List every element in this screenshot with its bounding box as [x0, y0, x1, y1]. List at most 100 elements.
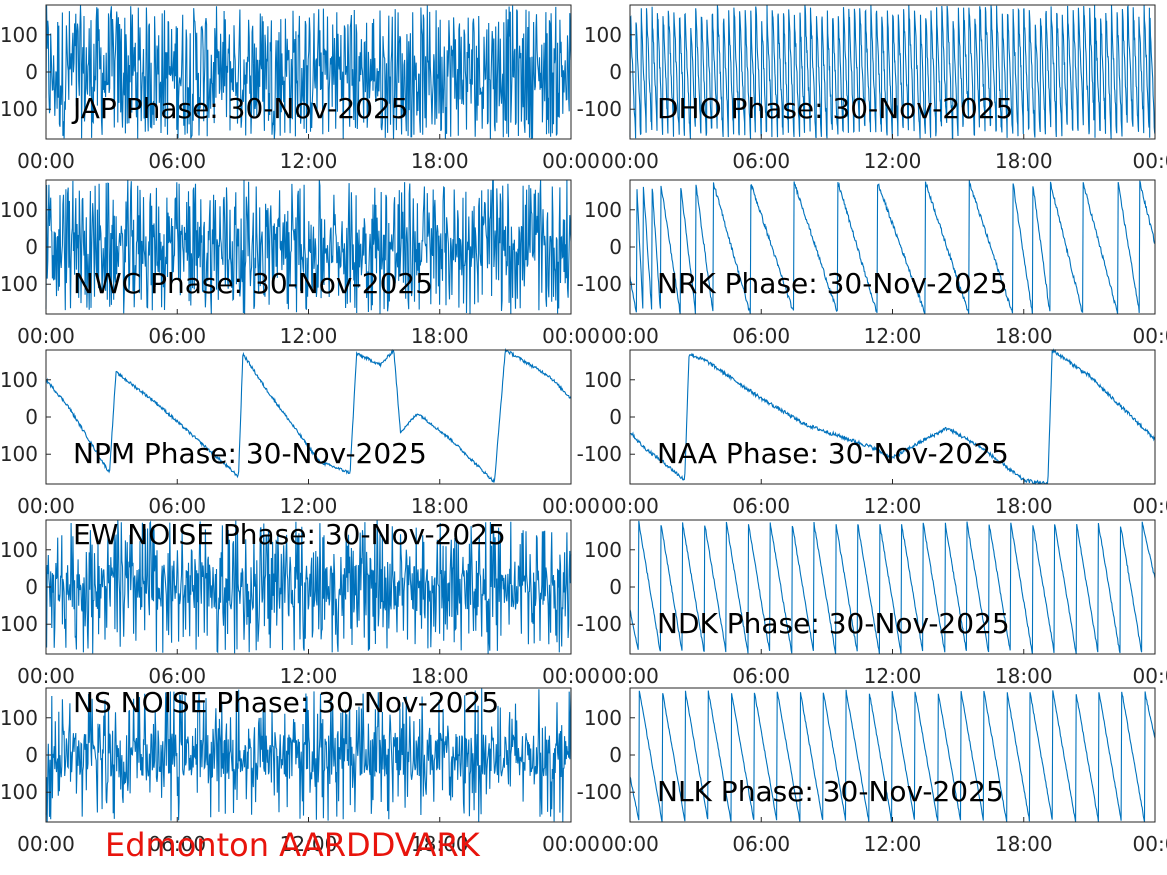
y-tick-label: 100 — [0, 272, 38, 296]
y-tick-label: 0 — [609, 743, 622, 767]
phase-panel-5: 100 0 -100 00:00 06:00 12:00 18:00 00:0 NAA Phas… — [577, 348, 1167, 518]
x-tick-label: 18:00 — [411, 832, 469, 856]
x-tick-label: 12:00 — [280, 664, 338, 688]
x-tick-label: 06:00 — [148, 664, 206, 688]
x-tick-label: 12:00 — [864, 664, 922, 688]
x-tick-label: 06:00 — [148, 324, 206, 348]
y-tick-label: 0 — [25, 575, 38, 599]
x-tick-label: 18:00 — [995, 832, 1053, 856]
x-tick-label: 00:00 — [542, 832, 600, 856]
y-tick-label: 100 — [0, 706, 38, 730]
phase-trace — [45, 5, 572, 139]
x-tick-label: 18:00 — [411, 664, 469, 688]
phase-trace — [45, 520, 572, 654]
y-tick-label: 100 — [584, 198, 622, 222]
x-tick-label: 06:00 — [148, 149, 206, 173]
x-tick-label: 06:00 — [732, 664, 790, 688]
phase-trace — [45, 347, 572, 483]
y-tick-label: 100 — [584, 706, 622, 730]
phase-panel-0: 100 0 100 00:00 06:00 12:00 18:00 00:00 JAP Phas… — [0, 4, 600, 173]
x-tick-label: 18:00 — [411, 324, 469, 348]
y-tick-label: 100 — [0, 198, 38, 222]
x-tick-label: 00:00 — [17, 494, 75, 518]
station-label: Edmonton AARDDVARK — [105, 826, 480, 864]
x-tick-label: 12:00 — [280, 832, 338, 856]
x-tick-label: 00:00 — [542, 664, 600, 688]
panel-title: NAA Phase: 30-Nov-2025 — [657, 437, 1009, 470]
y-tick-label: 0 — [25, 235, 38, 259]
x-tick-label: 00:00 — [542, 324, 600, 348]
x-tick-label: 00:00 — [17, 832, 75, 856]
phase-trace — [629, 348, 1156, 486]
y-tick-label: 100 — [0, 368, 38, 392]
phase-trace — [629, 180, 1156, 315]
x-tick-label: 12:00 — [280, 324, 338, 348]
x-tick-label: 00:00 — [17, 149, 75, 173]
y-tick-label: 0 — [25, 405, 38, 429]
panel-title: NDK Phase: 30-Nov-2025 — [657, 607, 1010, 640]
x-tick-label: 00:00 — [601, 494, 659, 518]
y-tick-label: 0 — [609, 575, 622, 599]
y-tick-label: 100 — [584, 23, 622, 47]
x-tick-label: 12:00 — [864, 324, 922, 348]
x-tick-label: 00:0 — [1133, 324, 1167, 348]
panel-title: NS NOISE Phase: 30-Nov-2025 — [73, 686, 499, 719]
panel-title: DHO Phase: 30-Nov-2025 — [657, 92, 1013, 125]
y-tick-label: -100 — [577, 612, 622, 636]
phase-panel-1: 100 0 -100 00:00 06:00 12:00 18:00 00:0 DHO Phas… — [577, 4, 1167, 173]
x-tick-label: 18:00 — [995, 324, 1053, 348]
x-tick-label: 00:00 — [601, 324, 659, 348]
phase-panel-2: 100 0 100 00:00 06:00 12:00 18:00 00:00 NWC Phas… — [0, 179, 600, 348]
phase-panel-9: 100 0 -100 00:00 06:00 12:00 18:00 00:0 NLK Phas… — [577, 687, 1167, 856]
panel-title: NLK Phase: 30-Nov-2025 — [657, 775, 1004, 808]
y-tick-label: 100 — [0, 612, 38, 636]
x-tick-label: 00:00 — [17, 664, 75, 688]
x-tick-label: 18:00 — [995, 494, 1053, 518]
y-tick-label: 100 — [0, 442, 38, 466]
y-tick-label: 0 — [609, 405, 622, 429]
phase-trace — [629, 689, 1156, 823]
panel-title: EW NOISE Phase: 30-Nov-2025 — [73, 518, 506, 551]
panel-title: NPM Phase: 30-Nov-2025 — [73, 437, 427, 470]
phase-trace — [629, 520, 1156, 655]
y-tick-label: -100 — [577, 442, 622, 466]
phase-trace — [45, 179, 572, 314]
y-tick-label: -100 — [577, 97, 622, 121]
x-tick-label: 12:00 — [280, 494, 338, 518]
y-tick-label: -100 — [577, 272, 622, 296]
phase-panel-7: 100 0 -100 00:00 06:00 12:00 18:00 00:0 NDK Phas… — [577, 519, 1167, 688]
x-tick-label: 00:0 — [1133, 149, 1167, 173]
y-tick-label: 100 — [584, 538, 622, 562]
y-tick-label: 0 — [609, 60, 622, 84]
phase-panel-3: 100 0 -100 00:00 06:00 12:00 18:00 00:0 NRK Phas… — [577, 179, 1167, 348]
panel-title: NRK Phase: 30-Nov-2025 — [657, 267, 1008, 300]
x-tick-label: 00:00 — [542, 149, 600, 173]
phase-panel-8: 100 0 100 00:00 06:00 12:00 18:00 00:00 NS NOISE… — [0, 686, 600, 856]
panel-title: NWC Phase: 30-Nov-2025 — [73, 267, 433, 300]
y-tick-label: 100 — [584, 368, 622, 392]
x-tick-label: 00:0 — [1133, 494, 1167, 518]
x-tick-label: 00:00 — [17, 324, 75, 348]
phase-panel-4: 100 0 100 00:00 06:00 12:00 18:00 00:00 NPM Phas… — [0, 347, 600, 518]
x-tick-label: 12:00 — [280, 149, 338, 173]
y-tick-label: 0 — [609, 235, 622, 259]
x-tick-label: 12:00 — [864, 494, 922, 518]
x-tick-label: 06:00 — [732, 149, 790, 173]
y-tick-label: 100 — [0, 780, 38, 804]
y-tick-label: 100 — [0, 23, 38, 47]
x-tick-label: 00:0 — [1133, 664, 1167, 688]
y-tick-label: 0 — [25, 60, 38, 84]
y-tick-label: -100 — [577, 780, 622, 804]
y-tick-label: 100 — [0, 538, 38, 562]
x-tick-label: 18:00 — [411, 494, 469, 518]
x-tick-label: 06:00 — [732, 494, 790, 518]
phase-trace — [45, 688, 572, 822]
x-tick-label: 12:00 — [864, 832, 922, 856]
x-tick-label: 00:00 — [601, 664, 659, 688]
x-tick-label: 06:00 — [148, 494, 206, 518]
phase-trace — [629, 4, 1156, 139]
x-tick-label: 18:00 — [995, 149, 1053, 173]
x-tick-label: 00:0 — [1133, 832, 1167, 856]
panel-title: JAP Phase: 30-Nov-2025 — [71, 92, 409, 125]
